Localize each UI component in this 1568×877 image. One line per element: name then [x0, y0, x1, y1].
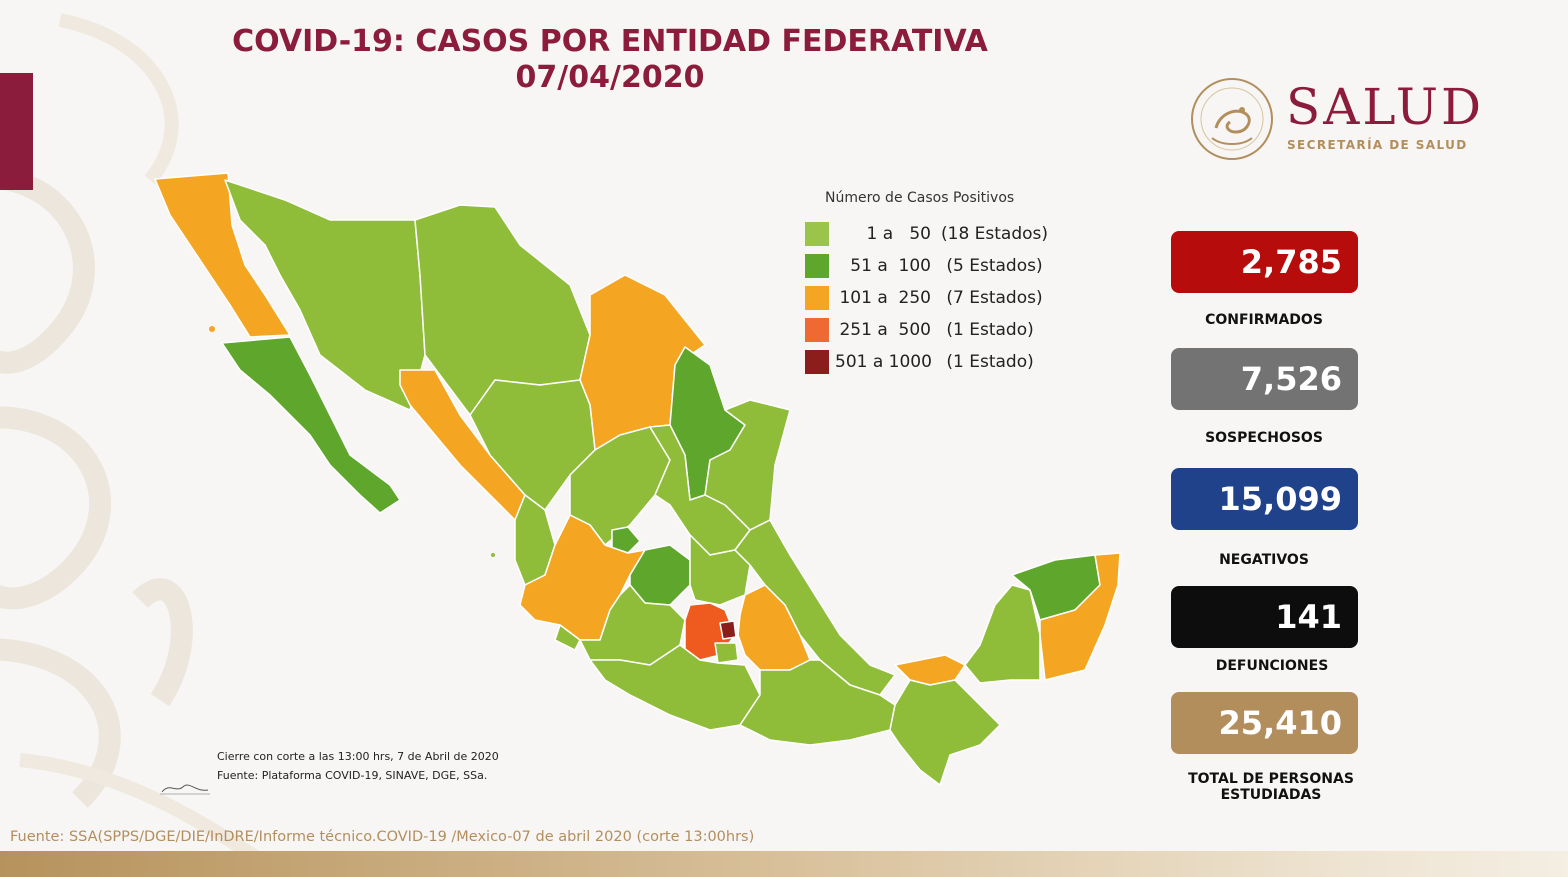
- defunciones-label: DEFUNCIONES: [1215, 658, 1329, 674]
- legend-count: (5 Estados): [941, 256, 1043, 276]
- signature-squiggle: [160, 784, 210, 795]
- legend-swatch: [805, 254, 829, 278]
- legend-swatch: [805, 318, 829, 342]
- legend-item: 251 a 500 (1 Estado): [805, 314, 1065, 346]
- map-notes: Cierre con corte a las 13:00 hrs, 7 de A…: [217, 747, 499, 785]
- legend-item: 51 a 100 (5 Estados): [805, 250, 1065, 282]
- legend-count: (1 Estado): [941, 352, 1034, 372]
- state-chiapas: [889, 679, 1001, 786]
- map-legend: Número de Casos Positivos 1 a 50 (18 Est…: [805, 190, 1065, 378]
- state-campeche: [964, 584, 1041, 684]
- legend-item: 501 a 1000 (1 Estado): [805, 346, 1065, 378]
- confirmados-value: 2,785: [1171, 231, 1358, 293]
- legend-title: Número de Casos Positivos: [825, 190, 1015, 206]
- state-sinaloa: [399, 369, 526, 521]
- total-estudiadas-label: TOTAL DE PERSONAS ESTUDIADAS: [1188, 771, 1354, 803]
- state-morelos: [714, 642, 739, 664]
- total-estudiadas-value: 25,410: [1171, 692, 1358, 754]
- confirmados-label: CONFIRMADOS: [1205, 312, 1323, 328]
- legend-range: 251 a 500: [839, 320, 931, 340]
- state-baja-california: [154, 172, 291, 338]
- title-line1: COVID-19: CASOS POR ENTIDAD FEDERATIVA: [232, 24, 988, 59]
- title-date: 07/04/2020: [515, 60, 705, 95]
- escudo-nacional-seal-icon: [1191, 78, 1273, 160]
- legend-item: 101 a 250 (7 Estados): [805, 282, 1065, 314]
- cierre-note: Cierre con corte a las 13:00 hrs, 7 de A…: [217, 750, 499, 763]
- fuente-note: Fuente: Plataforma COVID-19, SINAVE, DGE…: [217, 769, 488, 782]
- state-colima: [554, 624, 581, 651]
- legend-swatch: [805, 286, 829, 310]
- legend-range: 501 a 1000: [835, 352, 932, 372]
- state-baja-california-sur: [221, 336, 401, 514]
- state-guerrero: [589, 644, 761, 731]
- state-ciudad-de-mexico: [719, 620, 737, 640]
- legend-count: (18 Estados): [941, 224, 1049, 244]
- page-title: COVID-19: CASOS POR ENTIDAD FEDERATIVA 0…: [180, 24, 1040, 96]
- source-footnote: Fuente: SSA(SPPS/DGE/DIE/InDRE/Informe t…: [10, 829, 755, 845]
- legend-swatch: [805, 222, 829, 246]
- mexico-map: [154, 172, 1121, 786]
- background-ornament: [0, 13, 264, 866]
- legend-count: (1 Estado): [941, 320, 1034, 340]
- legend-range: 51 a 100: [850, 256, 931, 276]
- defunciones-value: 141: [1171, 586, 1358, 648]
- bottom-bar: [0, 851, 1568, 877]
- state-quintana-roo: [1039, 552, 1121, 681]
- sospechosos-value: 7,526: [1171, 348, 1358, 410]
- legend-item: 1 a 50 (18 Estados): [805, 218, 1065, 250]
- accent-tab: [0, 73, 33, 190]
- negativos-label: NEGATIVOS: [1219, 552, 1309, 568]
- legend-range: 1 a 50: [866, 224, 931, 244]
- legend-range: 101 a 250: [839, 288, 931, 308]
- salud-logo: SALUD SECRETARÍA DE SALUD: [1188, 76, 1508, 166]
- state-aguascalientes: [611, 526, 641, 554]
- legend-swatch: [805, 350, 829, 374]
- state-queretaro-hidalgo: [689, 534, 751, 606]
- sospechosos-label: SOSPECHOSOS: [1205, 430, 1323, 446]
- negativos-value: 15,099: [1171, 468, 1358, 530]
- state-sonora: [224, 179, 426, 411]
- logo-name: SALUD: [1286, 78, 1485, 136]
- logo-subtitle: SECRETARÍA DE SALUD: [1287, 138, 1468, 152]
- legend-count: (7 Estados): [941, 288, 1043, 308]
